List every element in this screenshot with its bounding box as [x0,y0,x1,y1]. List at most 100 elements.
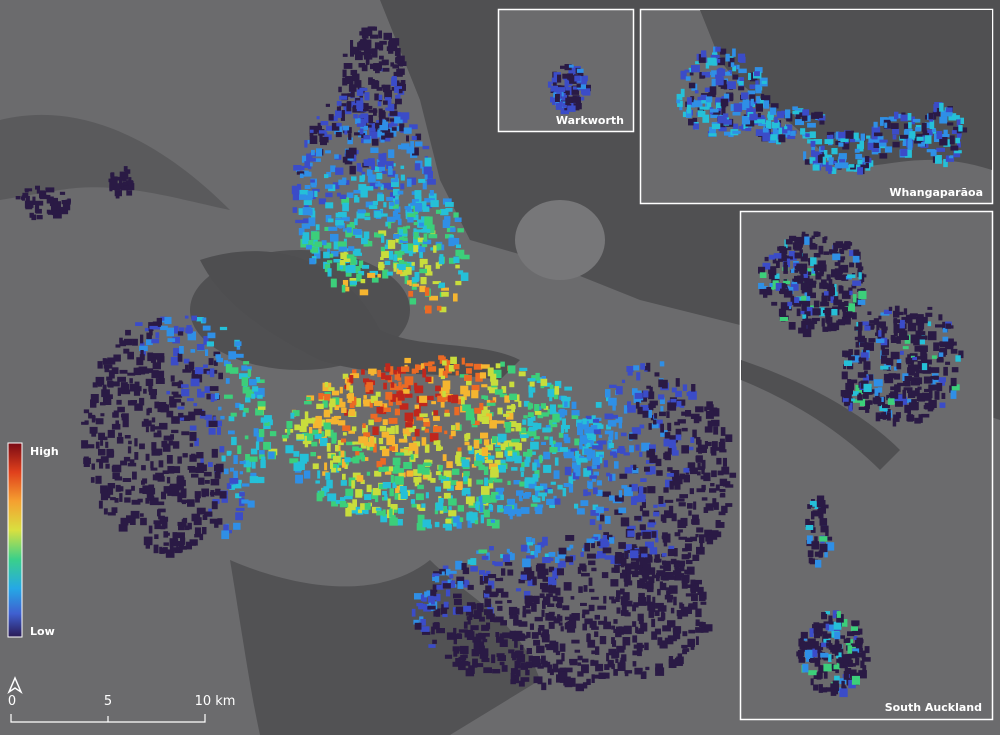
area-block [537,570,546,579]
area-block [434,576,440,583]
area-block [413,619,419,625]
area-block [695,636,699,645]
inset-water [741,360,900,470]
area-block [804,159,811,165]
area-block [411,135,417,140]
area-block [360,503,368,510]
area-block [631,427,640,432]
area-block [532,497,541,503]
area-block [166,455,173,464]
area-block [641,527,645,536]
area-block [795,119,804,126]
area-block [813,231,819,237]
area-block [839,256,846,260]
area-block [852,294,857,303]
area-block [527,449,533,457]
area-block [859,397,866,406]
area-block [391,45,397,51]
area-block [165,549,175,558]
area-block [599,454,604,459]
area-block [414,404,420,409]
area-block [532,462,537,471]
area-block [911,315,917,320]
area-block [552,413,560,423]
area-block [484,598,492,608]
area-block [660,514,665,522]
area-block [785,255,793,260]
area-block [331,122,340,131]
area-block [379,164,385,173]
area-block [154,534,159,539]
area-block [808,641,817,646]
area-block [111,507,118,513]
area-block [926,129,933,137]
area-block [370,63,375,70]
area-block [414,272,420,281]
area-block [874,388,879,396]
area-block [610,451,617,456]
area-block [495,616,504,621]
area-block [706,100,712,110]
area-block [833,621,842,630]
area-block [563,102,567,108]
area-block [429,433,439,442]
area-block [432,416,440,421]
area-block [330,278,337,288]
area-block [314,249,321,259]
area-block [580,551,584,557]
area-block [51,210,61,216]
area-block [582,658,589,663]
area-block [638,486,644,495]
area-block [416,229,426,233]
area-block [413,476,422,483]
inset-whangaparaoa: Whangaparāoa [639,8,994,205]
area-block [354,80,362,88]
area-block [505,442,513,451]
area-block [119,180,123,185]
area-block [609,495,615,501]
area-block [47,210,53,215]
area-block [341,216,350,222]
area-block [343,258,351,262]
area-block [631,557,637,561]
area-block [484,593,490,598]
area-block [439,390,444,398]
area-block [482,638,488,643]
area-block [412,147,419,156]
area-block [573,103,582,110]
area-block [298,228,305,236]
area-block [685,560,693,565]
area-block [815,559,822,568]
area-block [363,231,370,239]
area-block [659,397,665,404]
area-block [185,541,192,550]
area-block [446,461,453,468]
area-block [729,472,737,478]
area-block [881,326,888,331]
area-block [390,475,394,483]
area-block [592,445,599,449]
area-block [901,316,910,323]
area-block [342,280,349,287]
area-block [505,426,511,433]
area-block [181,384,189,388]
area-block [548,552,556,557]
area-block [481,447,488,457]
area-block [475,641,485,650]
area-block [657,637,663,646]
area-block [15,196,21,200]
area-block [359,167,363,173]
area-block [512,452,517,462]
area-block [638,564,643,574]
area-block [398,390,403,397]
area-block [533,595,540,604]
area-block [555,102,563,110]
area-block [490,373,497,382]
area-block [767,111,774,121]
area-block [376,233,384,238]
area-block [805,655,815,662]
area-block [467,492,471,498]
area-block [790,130,796,136]
area-block [511,652,518,658]
area-block [921,331,926,337]
